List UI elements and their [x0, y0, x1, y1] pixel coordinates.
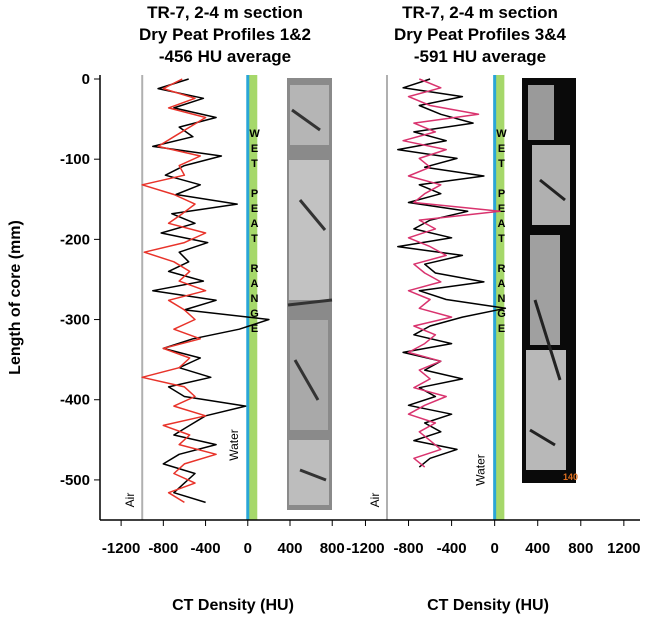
- y-tick-label: -200: [60, 231, 90, 248]
- air-label: Air: [123, 493, 137, 508]
- x-tick-label: -400: [437, 540, 467, 557]
- x-tick-label: -800: [148, 540, 178, 557]
- chart-title: Dry Peat Profiles 3&4: [394, 25, 567, 44]
- x-tick-label: -1200: [102, 540, 140, 557]
- chart-title: Dry Peat Profiles 1&2: [139, 25, 311, 44]
- x-axis-label: CT Density (HU): [427, 597, 549, 614]
- air-label: Air: [368, 493, 382, 508]
- wet-peat-label: WET PEAT RANGE: [496, 128, 508, 338]
- chart-title: TR-7, 2-4 m section: [402, 3, 558, 22]
- chart-title: -591 HU average: [414, 47, 546, 66]
- wet-peat-label: WET PEAT RANGE: [249, 128, 261, 338]
- chart-title: TR-7, 2-4 m section: [147, 3, 303, 22]
- wet-peat-band: [247, 75, 258, 520]
- x-tick-label: 0: [490, 540, 498, 557]
- chart-title: -456 HU average: [159, 47, 291, 66]
- x-tick-label: 800: [568, 540, 593, 557]
- core-image: [522, 78, 576, 483]
- y-axis-label: Length of core (mm): [7, 220, 24, 375]
- x-axis-label: CT Density (HU): [172, 597, 294, 614]
- y-tick-label: -500: [60, 472, 90, 489]
- x-tick-label: 1200: [607, 540, 640, 557]
- wet-peat-band: [494, 75, 505, 520]
- y-tick-label: -300: [60, 312, 90, 329]
- image-label: 140: [563, 472, 578, 482]
- profile-line: [397, 78, 507, 468]
- core-image: [287, 78, 333, 510]
- x-tick-label: 0: [244, 540, 252, 557]
- x-tick-label: 400: [525, 540, 550, 557]
- water-label: Water: [227, 429, 241, 461]
- x-tick-label: -1200: [346, 540, 384, 557]
- y-tick-label: -100: [60, 151, 90, 168]
- x-tick-label: 800: [320, 540, 345, 557]
- x-tick-label: -800: [394, 540, 424, 557]
- x-tick-label: -400: [191, 540, 221, 557]
- profile-line: [402, 78, 501, 468]
- water-label: Water: [474, 454, 488, 486]
- y-tick-label: 0: [82, 71, 90, 88]
- y-tick-label: -400: [60, 392, 90, 409]
- x-tick-label: 400: [277, 540, 302, 557]
- profile-line: [141, 78, 217, 504]
